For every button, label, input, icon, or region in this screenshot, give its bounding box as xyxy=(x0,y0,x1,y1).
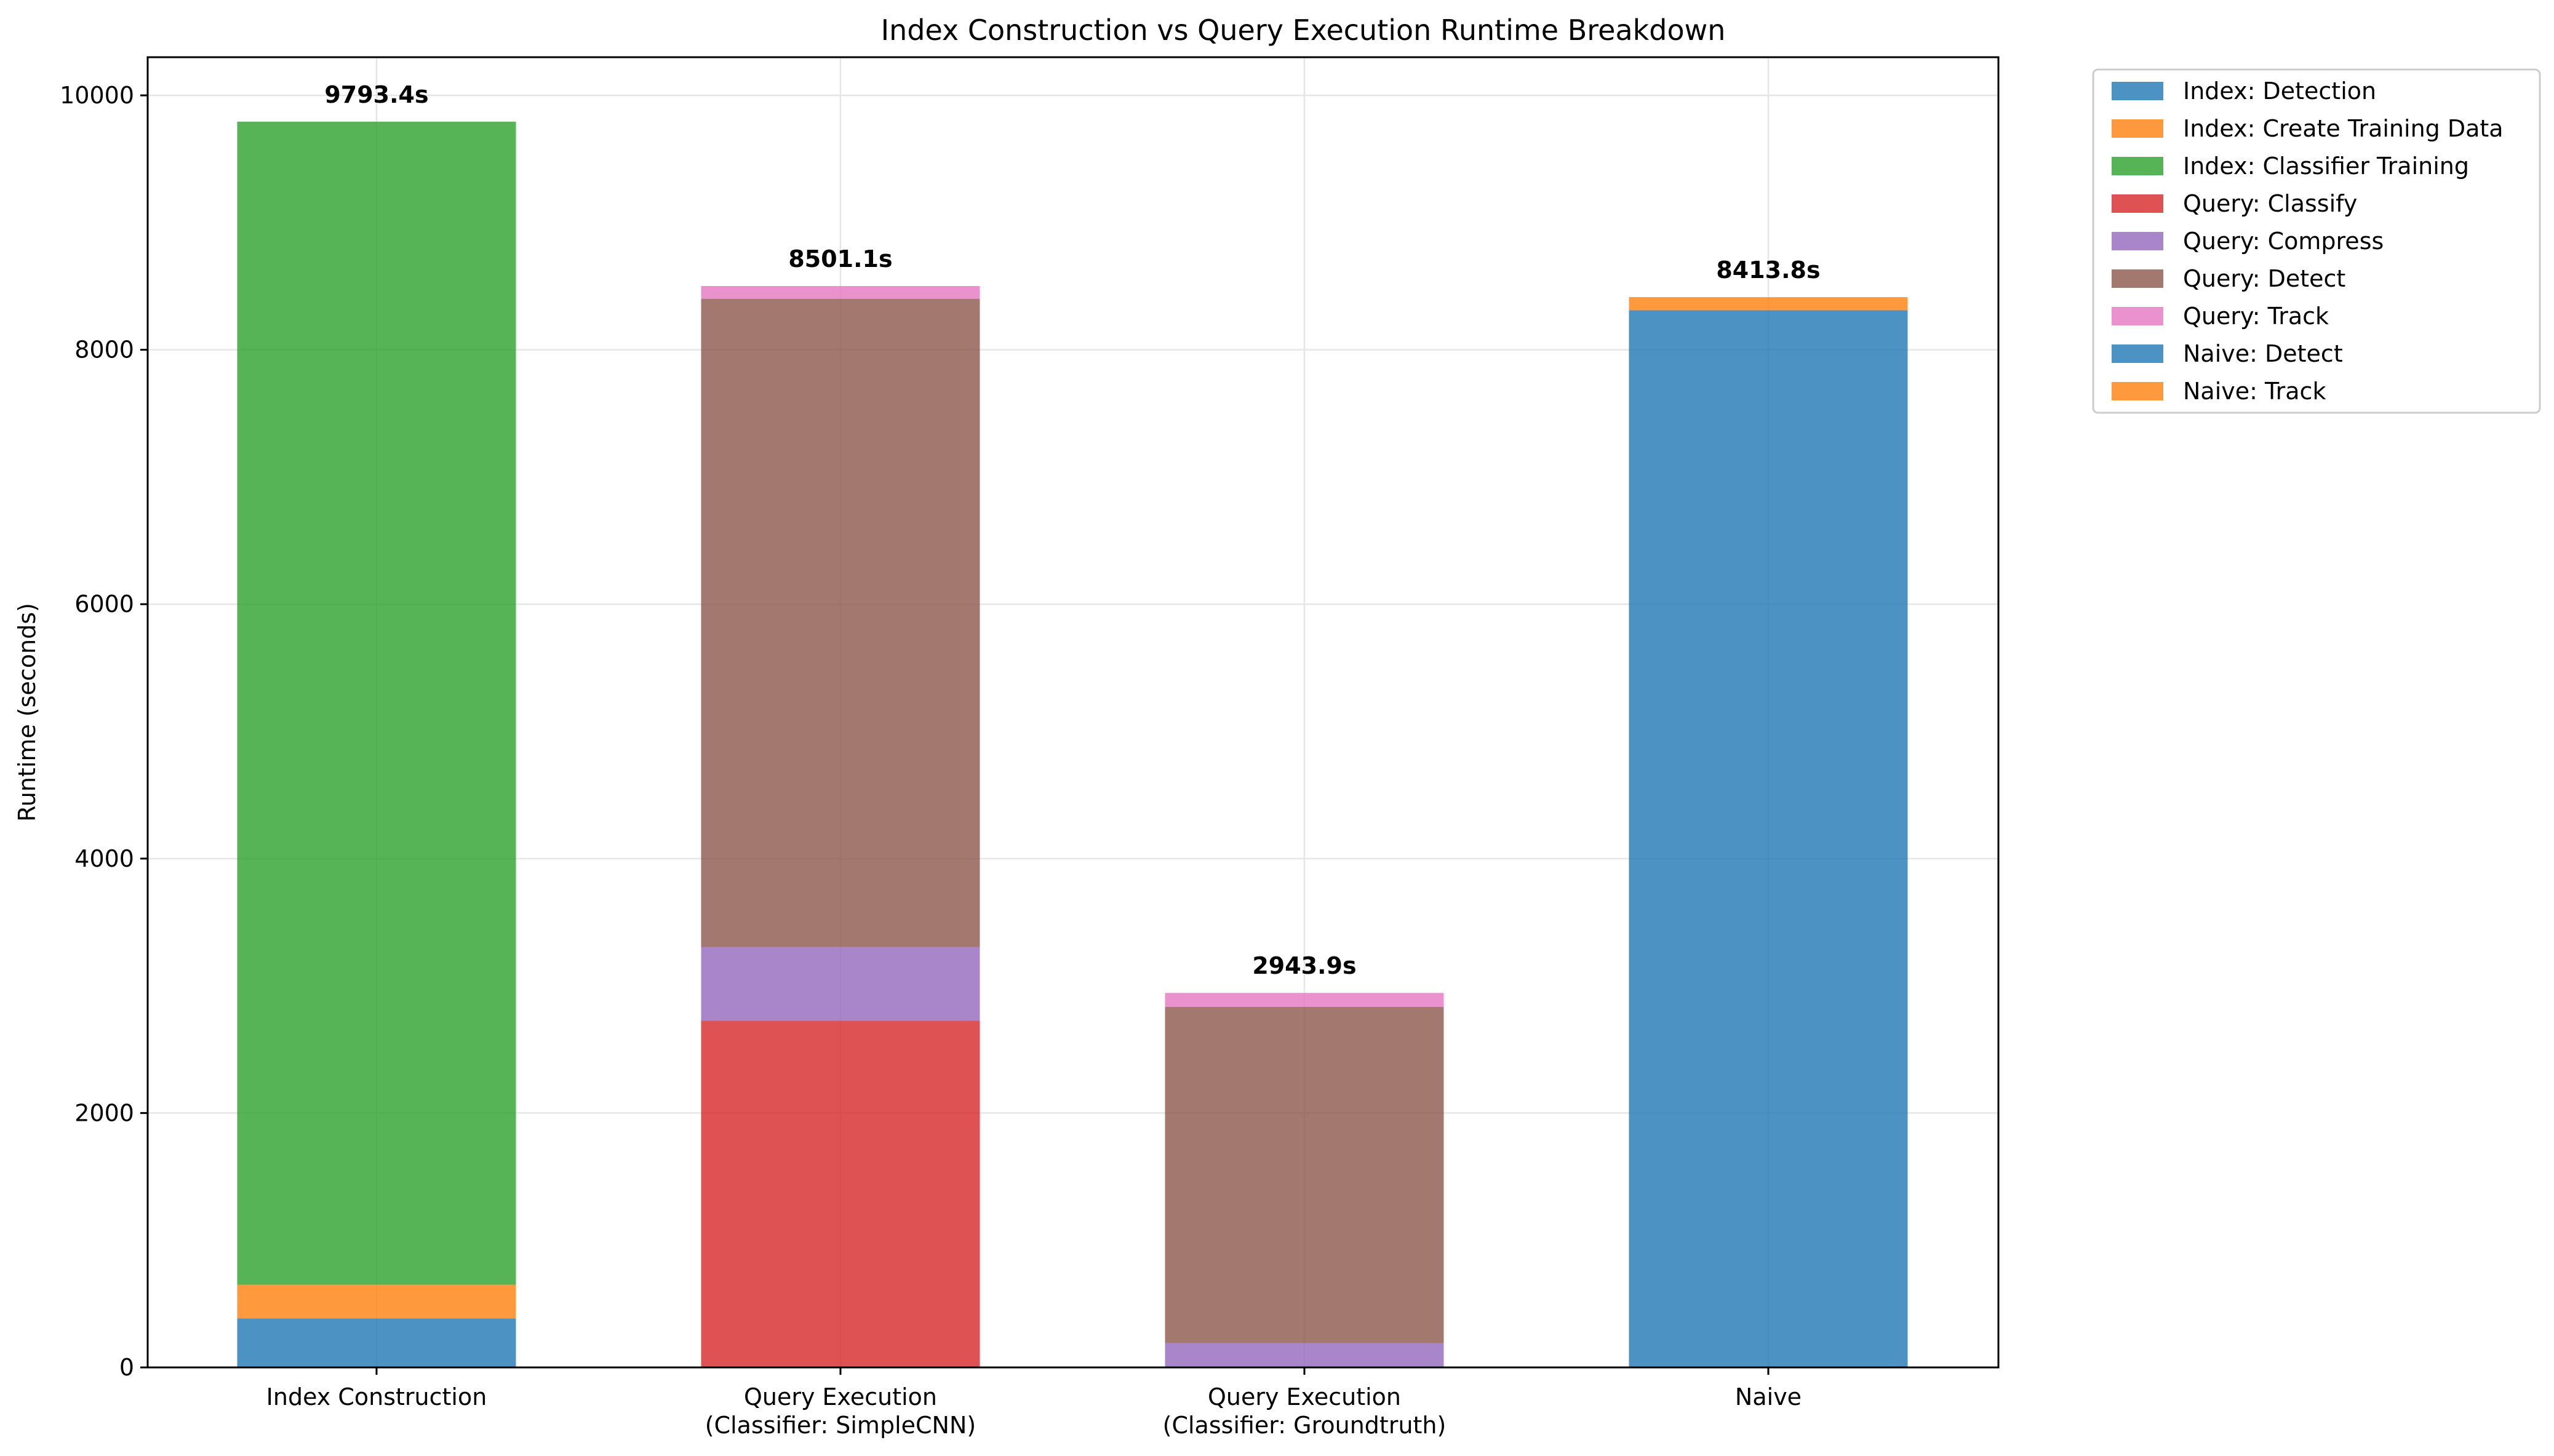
bar-segment xyxy=(1629,297,1908,311)
bar-segment xyxy=(701,286,980,299)
legend-label: Query: Detect xyxy=(2183,265,2345,292)
legend-swatch xyxy=(2112,382,2163,400)
legend-label: Query: Classify xyxy=(2183,190,2357,217)
y-axis-ticks: 0 2000 4000 6000 8000 10000 xyxy=(60,82,148,1381)
legend-label: Query: Track xyxy=(2183,303,2329,330)
legend-label: Index: Classifier Training xyxy=(2183,153,2469,180)
legend: Index: Detection Index: Create Training D… xyxy=(2092,68,2541,414)
legend-swatch xyxy=(2112,307,2163,325)
bar-total-labels: 9793.4s 8501.1s 2943.9s 8413.8s xyxy=(324,81,1820,979)
bar-total-label: 8501.1s xyxy=(788,245,892,273)
y-tick-label: 4000 xyxy=(74,845,134,872)
bars xyxy=(237,121,1908,1367)
axes xyxy=(146,56,2000,1369)
plot-frame xyxy=(146,56,2000,1369)
legend-swatch xyxy=(2112,269,2163,288)
x-tick-label: Index Construction xyxy=(266,1383,487,1410)
y-axis-label: Runtime (seconds) xyxy=(14,603,41,822)
bar-segment xyxy=(1165,1006,1444,1343)
bar-segment xyxy=(701,1020,980,1367)
bar-segment xyxy=(701,947,980,1021)
bar-segment xyxy=(1165,993,1444,1007)
bar-total-label: 9793.4s xyxy=(324,81,428,108)
x-axis-ticks: Index Construction Query Execution(Classi… xyxy=(266,1367,1802,1439)
legend-swatch xyxy=(2112,82,2163,100)
legend-swatch xyxy=(2112,344,2163,363)
bar-segment xyxy=(701,298,980,947)
bar-segment xyxy=(237,121,516,1285)
legend-label: Naive: Detect xyxy=(2183,340,2343,367)
legend-label: Index: Detection xyxy=(2183,78,2376,105)
legend-swatch xyxy=(2112,157,2163,175)
x-tick-label: Naive xyxy=(1735,1383,1802,1410)
bar-segment xyxy=(237,1318,516,1367)
x-tick-label: (Classifier: Groundtruth) xyxy=(1163,1412,1447,1439)
y-tick-label: 10000 xyxy=(60,82,134,109)
legend-label: Index: Create Training Data xyxy=(2183,115,2504,142)
y-tick-label: 6000 xyxy=(74,591,134,618)
legend-label: Naive: Track xyxy=(2183,378,2326,405)
y-tick-label: 8000 xyxy=(74,336,134,364)
bar-total-label: 8413.8s xyxy=(1716,257,1820,284)
x-tick-label: Query Execution xyxy=(1208,1383,1401,1410)
legend-swatch xyxy=(2112,232,2163,250)
bar-segment xyxy=(1165,1343,1444,1367)
y-tick-label: 2000 xyxy=(74,1099,134,1126)
legend-swatch xyxy=(2112,194,2163,213)
bar-total-label: 2943.9s xyxy=(1252,952,1356,979)
chart-title: Index Construction vs Query Execution Ru… xyxy=(881,14,1726,47)
bar-segment xyxy=(1629,310,1908,1367)
x-tick-label: Query Execution xyxy=(744,1383,937,1410)
y-tick-label: 0 xyxy=(119,1354,134,1381)
legend-box xyxy=(2092,68,2541,414)
x-tick-label: (Classifier: SimpleCNN) xyxy=(705,1412,976,1439)
bar-segment xyxy=(237,1284,516,1319)
legend-swatch xyxy=(2112,119,2163,138)
legend-label: Query: Compress xyxy=(2183,228,2384,255)
